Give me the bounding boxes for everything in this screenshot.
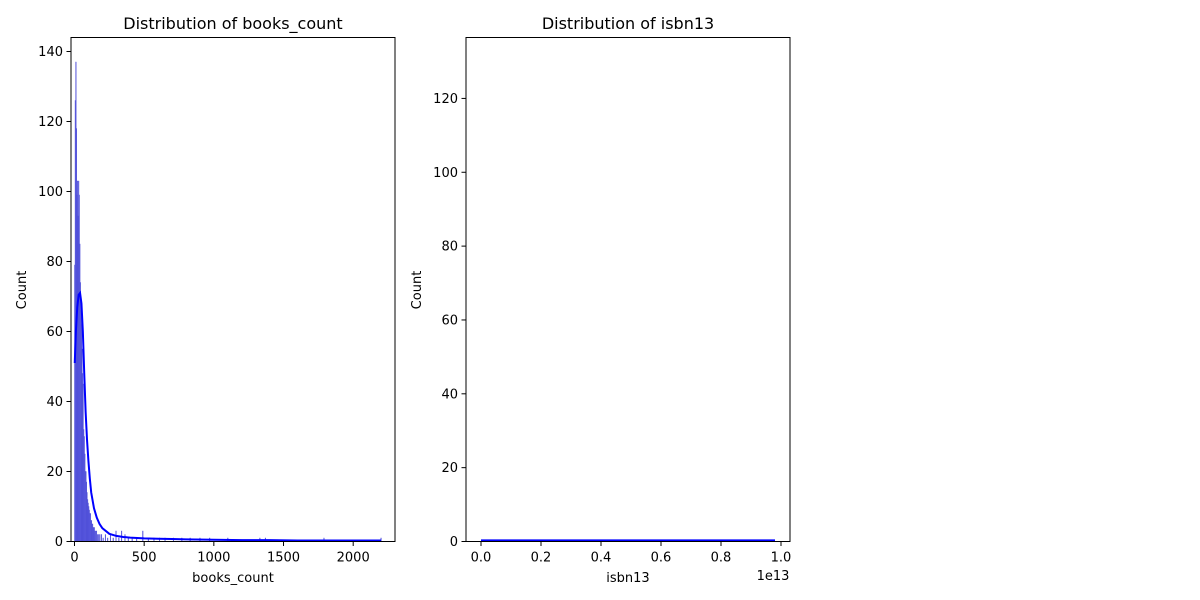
y-tick-label: 140: [38, 45, 63, 60]
histogram-bar: [118, 537, 120, 542]
chart-title: Distribution of books_count: [123, 14, 342, 34]
y-tick-label: 0: [55, 535, 63, 550]
x-tick-label: 0.8: [711, 551, 732, 566]
x-axis-ticks: 0.0 0.2 0.4 0.6 0.8 1.0: [471, 541, 792, 566]
y-axis-ticks: 0 20 40 60 80 100 120 140: [38, 45, 71, 550]
histogram-bar: [96, 530, 98, 542]
histogram-bar: [127, 537, 129, 542]
plot-frame: [70, 37, 396, 542]
y-tick-label: 60: [441, 313, 458, 328]
histogram-bar: [109, 534, 111, 542]
histogram-bar: [142, 530, 144, 542]
y-tick-label: 100: [38, 185, 63, 200]
y-axis-ticks: 0 20 40 60 80 100 120: [433, 92, 466, 550]
kde-line: [73, 290, 382, 542]
plot-frame: [465, 37, 791, 542]
histogram-bar: [102, 537, 104, 542]
y-tick-label: 80: [441, 240, 458, 255]
x-tick-label: 0.6: [651, 551, 672, 566]
x-tick-label: 500: [132, 551, 157, 566]
subplot-isbn13: Distribution of isbn13 0.0 0.2 0.4 0.6 0.8 1.…: [410, 14, 791, 586]
x-tick-label: 0.4: [591, 551, 612, 566]
histogram-bar: [107, 537, 109, 542]
x-tick-label: 1000: [197, 551, 230, 566]
y-tick-label: 20: [46, 465, 63, 480]
histogram-bar: [101, 534, 103, 542]
y-tick-label: 60: [46, 325, 63, 340]
histogram-bar: [99, 534, 101, 542]
x-axis-offset-label: 1e13: [757, 569, 790, 584]
histogram-bar: [104, 534, 106, 542]
x-tick-label: 1500: [267, 551, 300, 566]
chart-title: Distribution of isbn13: [542, 14, 714, 33]
histogram-bar: [97, 534, 99, 542]
x-tick-label: 0: [70, 551, 78, 566]
y-tick-label: 120: [38, 115, 63, 130]
y-tick-label: 80: [46, 255, 63, 270]
histogram-bar: [98, 534, 100, 542]
x-axis-ticks: 0 500 1000 1500 2000: [70, 541, 370, 566]
y-tick-label: 120: [433, 92, 458, 107]
histogram-bar: [112, 537, 114, 542]
x-tick-label: 2000: [337, 551, 370, 566]
x-axis-label: books_count: [192, 571, 274, 586]
histogram-bars: [74, 61, 382, 542]
histogram-bar: [94, 530, 96, 542]
x-tick-label: 0.0: [471, 551, 492, 566]
subplot-books-count: Distribution of books_count 0 500 1000 1500…: [15, 14, 396, 586]
y-axis-label: Count: [15, 271, 30, 310]
x-tick-label: 1.0: [771, 551, 792, 566]
x-axis-label: isbn13: [606, 571, 649, 586]
y-tick-label: 40: [46, 395, 63, 410]
y-axis-label: Count: [410, 271, 425, 310]
y-tick-label: 20: [441, 461, 458, 476]
y-tick-label: 100: [433, 166, 458, 181]
x-tick-label: 0.2: [531, 551, 552, 566]
y-tick-label: 0: [450, 535, 458, 550]
y-tick-label: 40: [441, 387, 458, 402]
